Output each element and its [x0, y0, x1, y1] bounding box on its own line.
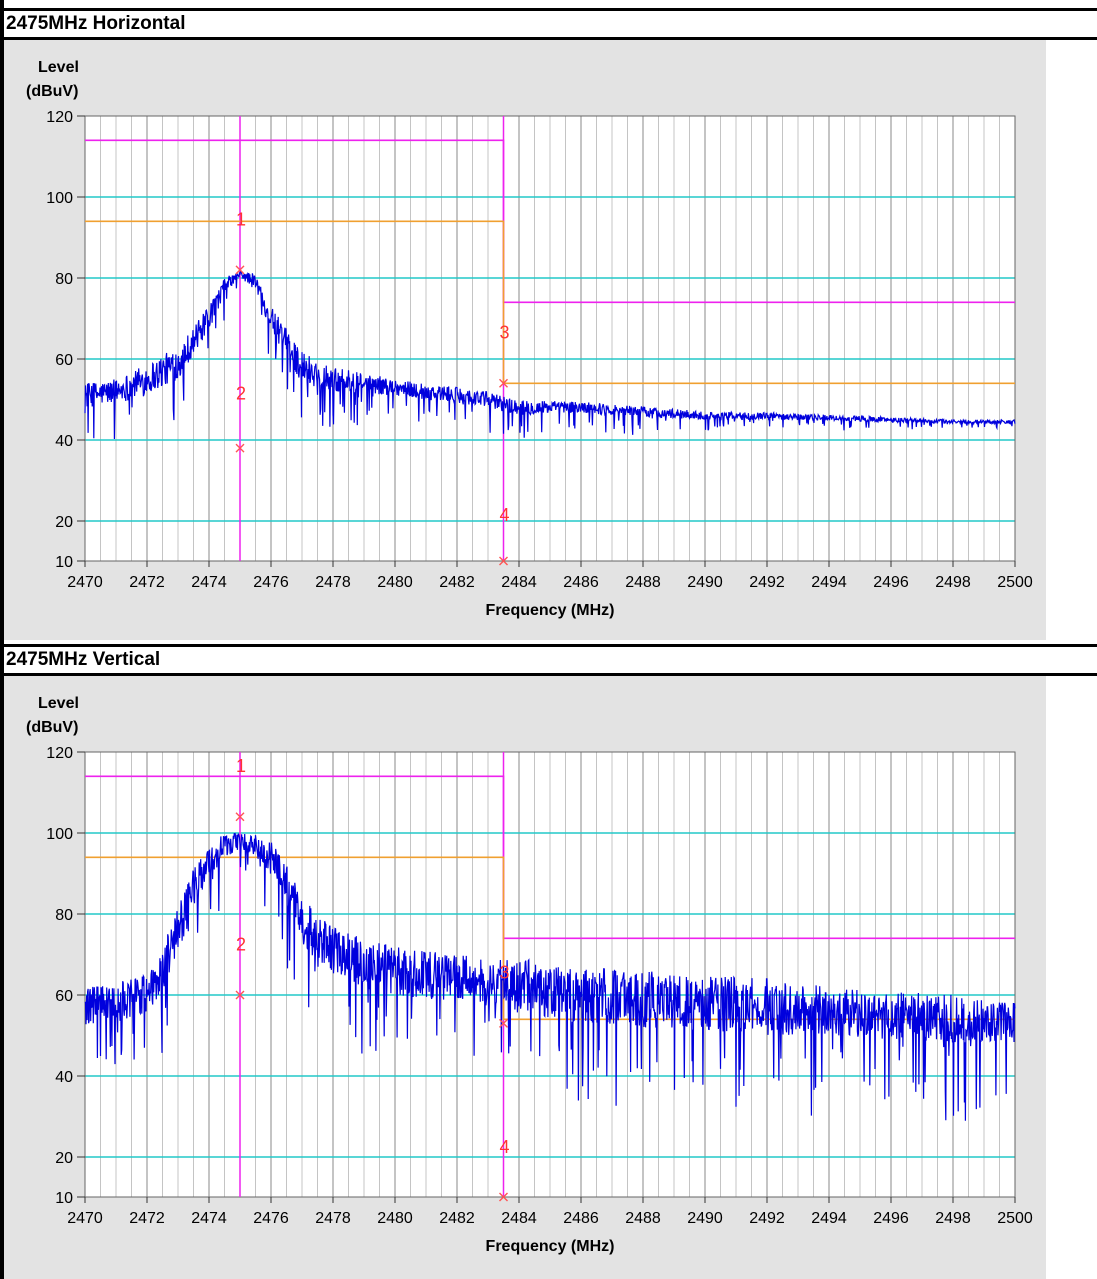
x-tick-label: 2472: [129, 574, 165, 591]
x-axis-label: Frequency (MHz): [486, 602, 615, 619]
x-tick-label: 2496: [873, 1210, 909, 1227]
spectrum-chart-horizontal: 10 20 40 60 80 100 120 2470 2472 2474 2476 2478 2480…: [4, 40, 1046, 640]
x-tick-label: 2500: [997, 1210, 1033, 1227]
y-axis-label-line2: (dBuV): [26, 83, 78, 100]
marker-label-2: 2: [236, 934, 246, 954]
y-tick-label: 100: [46, 826, 73, 843]
x-tick-label: 2488: [625, 574, 661, 591]
y-tick-label: 20: [55, 1150, 73, 1167]
chart-margin-horizontal: [1046, 40, 1097, 640]
y-tick-label: 10: [55, 554, 73, 571]
x-tick-label: 2478: [315, 1210, 351, 1227]
x-tick-label: 2482: [439, 574, 475, 591]
x-tick-label: 2492: [749, 1210, 785, 1227]
x-tick-label: 2474: [191, 1210, 227, 1227]
x-tick-label: 2480: [377, 1210, 413, 1227]
x-tick-label: 2486: [563, 1210, 599, 1227]
y-tick-label: 40: [55, 1069, 73, 1086]
y-tick-label: 120: [46, 745, 73, 762]
x-tick-label: 2478: [315, 574, 351, 591]
y-axis-label-line1: Level: [38, 59, 79, 76]
y-tick-label: 20: [55, 514, 73, 531]
x-tick-label: 2484: [501, 1210, 537, 1227]
marker-label-3: 3: [499, 963, 509, 983]
x-tick-label: 2484: [501, 574, 537, 591]
x-tick-label: 2494: [811, 1210, 847, 1227]
x-tick-label: 2482: [439, 1210, 475, 1227]
x-tick-label: 2492: [749, 574, 785, 591]
marker-label-4: 4: [499, 1137, 509, 1157]
y-tick-label: 40: [55, 433, 73, 450]
x-tick-label: 2480: [377, 574, 413, 591]
chart-panel-vertical: 10 20 40 60 80 100 120 2470 2472 2474 2476 2478 2480…: [4, 676, 1046, 1279]
x-tick-label: 2488: [625, 1210, 661, 1227]
x-tick-label: 2490: [687, 1210, 723, 1227]
y-axis-label-line1: Level: [38, 695, 79, 712]
marker-label-1: 1: [236, 756, 246, 776]
chart-panel-horizontal: 10 20 40 60 80 100 120 2470 2472 2474 2476 2478 2480…: [4, 40, 1046, 640]
marker-label-1: 1: [236, 209, 246, 229]
x-tick-label: 2496: [873, 574, 909, 591]
marker-label-3: 3: [499, 323, 509, 343]
y-axis-label-line2: (dBuV): [26, 719, 78, 736]
section-title-vertical: 2475MHz Vertical: [4, 644, 1097, 676]
x-tick-label: 2498: [935, 574, 971, 591]
y-tick-label: 80: [55, 271, 73, 288]
marker-label-4: 4: [499, 505, 509, 525]
x-tick-label: 2500: [997, 574, 1033, 591]
x-tick-label: 2476: [253, 574, 289, 591]
y-tick-label: 120: [46, 109, 73, 126]
section-title-horizontal: 2475MHz Horizontal: [4, 8, 1097, 40]
y-tick-label: 10: [55, 1190, 73, 1207]
spectrum-chart-vertical: 10 20 40 60 80 100 120 2470 2472 2474 2476 2478 2480…: [4, 676, 1046, 1279]
x-tick-label: 2486: [563, 574, 599, 591]
x-tick-label: 2498: [935, 1210, 971, 1227]
chart-margin-vertical: [1046, 676, 1097, 1279]
y-tick-label: 60: [55, 352, 73, 369]
y-tick-label: 80: [55, 907, 73, 924]
y-tick-label: 60: [55, 988, 73, 1005]
x-tick-label: 2472: [129, 1210, 165, 1227]
x-tick-label: 2490: [687, 574, 723, 591]
y-tick-label: 100: [46, 190, 73, 207]
marker-label-2: 2: [236, 383, 246, 403]
x-tick-label: 2474: [191, 574, 227, 591]
x-tick-label: 2494: [811, 574, 847, 591]
x-tick-label: 2476: [253, 1210, 289, 1227]
x-axis-label: Frequency (MHz): [486, 1238, 615, 1255]
x-tick-label: 2470: [67, 574, 103, 591]
x-tick-label: 2470: [67, 1210, 103, 1227]
